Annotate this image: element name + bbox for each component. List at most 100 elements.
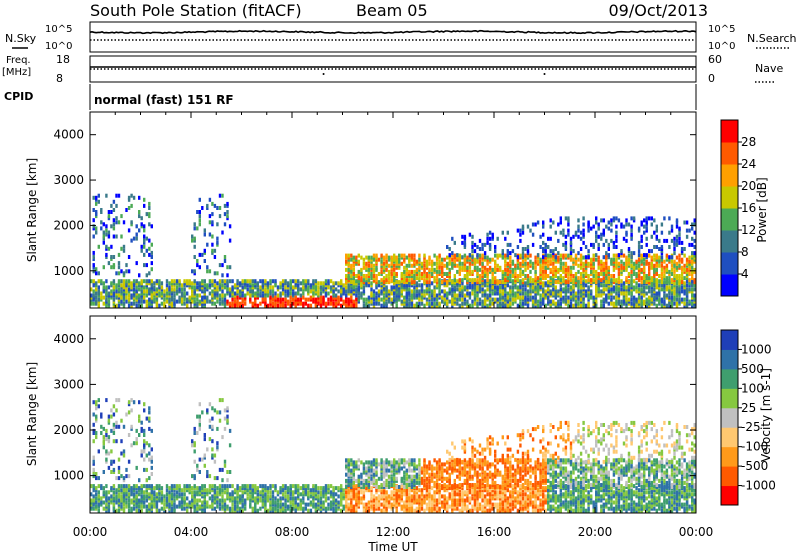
power-cell [135,281,138,286]
power-cell [524,257,527,262]
power-cell [463,245,467,249]
power-cell [597,285,600,290]
power-cell [158,285,161,290]
velocity-cell [342,492,345,497]
power-cell [466,257,469,262]
power-cell [370,267,373,272]
velocity-cell [236,500,239,505]
power-cell [271,285,275,290]
velocity-cell [322,494,325,499]
velocity-cell [150,502,153,507]
power-cell [140,281,143,286]
power-cell [453,259,456,264]
velocity-cell [254,484,257,489]
power-cell [347,267,350,272]
power-cell [691,291,694,296]
power-cell [102,230,105,235]
power-cell [281,297,285,302]
velocity-cell [221,490,224,495]
power-cell [150,285,153,290]
power-cell [302,295,305,300]
power-cell [332,291,335,296]
velocity-cell [216,498,219,503]
velocity-cell [160,498,164,503]
power-cell [569,265,573,270]
power-cell [428,295,431,300]
velocity-cell [102,445,105,450]
power-cell [100,226,103,231]
power-cell [365,301,368,306]
velocity-cell [173,484,176,489]
power-cell [673,236,676,241]
power-cell [645,259,648,264]
power-cell [105,232,108,237]
power-cell [347,253,350,258]
power-cell [486,278,489,283]
power-cell [122,301,126,306]
power-cell [590,257,593,262]
power-cell [524,267,527,272]
velocity-cell [297,506,300,511]
power-cell [458,257,461,262]
power-cell [150,301,153,306]
velocity-cell [264,494,267,499]
power-cell [466,285,469,290]
power-cell [110,281,113,286]
power-cell [582,255,585,260]
power-cell [446,261,449,266]
power-cell [251,283,254,288]
power-cell [630,259,633,264]
power-cell [643,253,646,258]
power-cell [670,259,674,264]
power-cell [357,261,360,266]
power-cell [400,281,403,286]
power-cell [620,279,623,284]
power-cell [438,289,441,294]
power-cell [552,276,555,281]
power-cell [314,285,318,290]
power-cell [340,279,343,284]
velocity-cell [168,502,171,507]
power-cell [433,261,436,266]
power-cell [405,291,408,296]
power-cell [597,234,600,239]
power-cell [595,269,598,274]
power-cell [165,279,169,284]
power-cell [191,295,194,300]
power-cell [491,267,494,272]
power-cell [488,242,492,247]
power-cell [637,263,641,268]
power-cell [549,267,552,272]
power-cell [213,271,217,276]
power-cell [430,272,434,276]
power-cell [582,228,585,233]
power-cell [463,234,467,239]
power-cell [625,285,628,290]
power-cell [534,285,537,290]
power-cell [549,299,552,304]
power-cell [289,291,292,296]
velocity-cell [110,461,113,466]
power-cell [577,269,580,274]
power-cell [630,274,633,278]
power-cell [557,267,560,272]
velocity-cell [249,502,252,507]
power-cell [266,289,270,294]
power-cell [473,285,477,290]
power-cell [218,279,222,284]
power-cell [107,295,111,300]
power-cell [430,259,434,264]
power-cell [428,261,431,266]
power-cell [630,234,633,239]
power-cell [208,299,212,304]
power-cell [577,285,580,290]
velocity-cell [92,412,95,417]
power-cell [393,257,396,262]
power-cell [524,253,527,258]
power-cell [463,293,467,298]
velocity-cell [178,502,181,507]
power-cell [332,285,335,290]
power-cell [408,297,411,302]
power-cell [261,285,265,290]
power-cell [279,281,282,286]
